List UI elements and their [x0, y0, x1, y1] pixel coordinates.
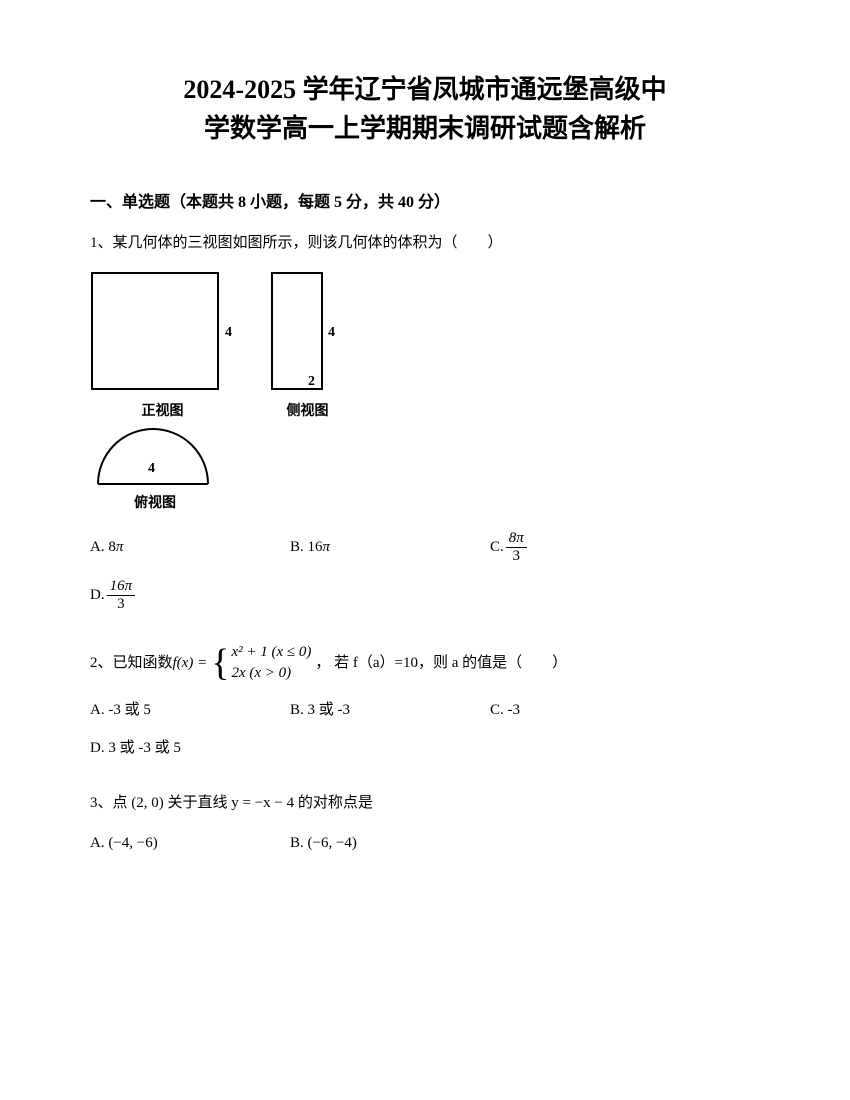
q3-option-a: A. (−4, −6) [90, 831, 290, 855]
q2-option-b: B. 3 或 -3 [290, 698, 490, 722]
q2-stem-post: ， 若 f（a）=10，则 a 的值是（ ） [315, 650, 567, 677]
question-1: 1、某几何体的三视图如图所示，则该几何体的体积为（ ） [90, 230, 760, 257]
q3-stem: 3、点 (2, 0) 关于直线 y = −x − 4 的对称点是 [90, 790, 760, 817]
q2-fx: f(x) = [173, 650, 208, 677]
diagram-row-1: 4 正视图 4 2 侧视图 [90, 271, 760, 420]
q1-d-num: 16π [107, 578, 136, 596]
q1-d-den: 3 [114, 596, 128, 613]
document-title: 2024-2025 学年辽宁省凤城市通远堡高级中 学数学高一上学期期末调研试题含… [90, 70, 760, 148]
q2-case2: 2x (x > 0) [231, 663, 311, 684]
q3-option-b: B. (−6, −4) [290, 831, 490, 855]
q1-stem: 1、某几何体的三视图如图所示，则该几何体的体积为（ ） [90, 230, 760, 257]
q2-cases: x² + 1 (x ≤ 0) 2x (x > 0) [231, 642, 311, 684]
q2-case1: x² + 1 (x ≤ 0) [231, 642, 311, 663]
q1-option-c: C. 8π 3 [490, 530, 690, 564]
side-dim-w-label: 2 [308, 374, 315, 389]
top-view-caption: 俯视图 [134, 492, 176, 512]
question-2: 2、已知函数 f(x) = { x² + 1 (x ≤ 0) 2x (x > 0… [90, 642, 760, 684]
q2-options: A. -3 或 5 B. 3 或 -3 C. -3 D. 3 或 -3 或 5 [90, 698, 760, 774]
q2-option-d: D. 3 或 -3 或 5 [90, 736, 290, 760]
title-line-2: 学数学高一上学期期末调研试题含解析 [90, 109, 760, 148]
q1-option-a: A. 8 π [90, 530, 290, 564]
q1-c-prefix: C. [490, 535, 504, 559]
q1-a-pi: π [116, 535, 124, 559]
diagram-row-2: 4 俯视图 [90, 426, 760, 512]
front-view-block: 4 正视图 [90, 271, 235, 420]
top-view-svg: 4 [90, 426, 220, 488]
q1-b-pi: π [323, 535, 331, 559]
side-view-caption: 侧视图 [287, 400, 329, 420]
side-view-block: 4 2 侧视图 [270, 271, 345, 420]
q1-diagrams: 4 正视图 4 2 侧视图 4 俯视图 [90, 271, 760, 512]
title-line-1: 2024-2025 学年辽宁省凤城市通远堡高级中 [90, 70, 760, 109]
q1-option-b: B. 16 π [290, 530, 490, 564]
q2-piecewise: { x² + 1 (x ≤ 0) 2x (x > 0) [211, 642, 311, 684]
q1-options: A. 8 π B. 16 π C. 8π 3 D. 16π 3 [90, 530, 760, 626]
q1-d-prefix: D. [90, 583, 105, 607]
q2-option-c: C. -3 [490, 698, 690, 722]
q2-option-a: A. -3 或 5 [90, 698, 290, 722]
side-view-svg: 4 2 [270, 271, 345, 396]
front-view-svg: 4 [90, 271, 235, 396]
front-view-caption: 正视图 [142, 400, 184, 420]
q1-a-prefix: A. 8 [90, 535, 116, 559]
top-view-block: 4 俯视图 [90, 426, 220, 512]
side-dim-h-label: 4 [328, 325, 335, 340]
q1-c-num: 8π [506, 530, 527, 548]
q2-stem-pre: 2、已知函数 [90, 650, 173, 677]
q1-c-frac: 8π 3 [506, 530, 527, 564]
top-dim-label: 4 [148, 461, 155, 476]
q1-b-prefix: B. 16 [290, 535, 323, 559]
section-1-header: 一、单选题（本题共 8 小题，每题 5 分，共 40 分） [90, 188, 760, 212]
q1-option-d: D. 16π 3 [90, 578, 290, 612]
question-3: 3、点 (2, 0) 关于直线 y = −x − 4 的对称点是 [90, 790, 760, 817]
q1-d-frac: 16π 3 [107, 578, 136, 612]
brace-icon: { [211, 644, 229, 682]
q3-options: A. (−4, −6) B. (−6, −4) [90, 831, 760, 869]
front-dim-label: 4 [225, 325, 232, 340]
q1-c-den: 3 [510, 548, 524, 565]
